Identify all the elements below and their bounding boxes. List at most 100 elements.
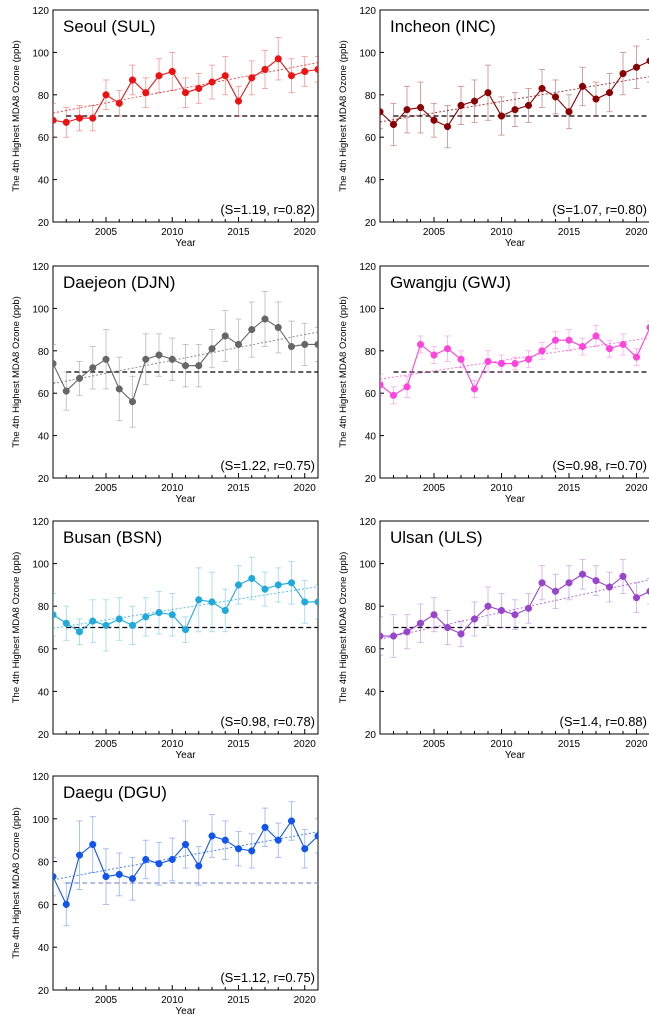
data-point [274, 55, 282, 63]
data-point [497, 112, 506, 120]
stats-annotation: (S=1.12, r=0.75) [220, 970, 315, 985]
data-point [314, 340, 318, 348]
y-tick-label: 100 [32, 560, 49, 571]
x-tick-label: 2015 [558, 483, 581, 494]
data-point [416, 619, 425, 627]
trend-line [380, 337, 649, 380]
data-point [53, 611, 57, 619]
y-axis-label: The 4th Highest MDA8 Ozone (ppb) [338, 40, 349, 192]
data-point [248, 326, 256, 334]
data-point [314, 832, 318, 840]
data-point [128, 621, 137, 629]
data-point [403, 106, 411, 114]
data-point [274, 581, 282, 589]
data-point [142, 613, 150, 621]
data-point [551, 93, 560, 101]
x-tick-label: 2020 [625, 739, 648, 750]
y-tick-label: 60 [38, 900, 50, 911]
y-tick-label: 60 [365, 389, 377, 400]
stats-annotation: (S=1.07, r=0.80) [552, 202, 647, 217]
data-point [208, 598, 216, 606]
x-tick-label: 2010 [161, 739, 184, 750]
data-point [261, 65, 269, 73]
y-tick-label: 20 [365, 218, 377, 229]
data-point [287, 817, 296, 825]
data-point [221, 606, 229, 615]
x-tick-label: 2010 [490, 227, 513, 238]
x-tick-label: 2010 [161, 995, 184, 1006]
y-tick-label: 100 [32, 815, 49, 826]
plot-area [53, 37, 318, 138]
data-point [248, 74, 256, 82]
x-tick-label: 2010 [161, 483, 184, 494]
x-tick-label: 2020 [625, 483, 648, 494]
data-point [314, 65, 318, 73]
data-point [115, 870, 123, 878]
data-point [115, 615, 123, 623]
error-bar [315, 56, 318, 83]
x-tick-label: 2010 [490, 739, 513, 750]
data-point [592, 95, 600, 103]
data-point [511, 106, 519, 114]
y-tick-label: 80 [38, 91, 50, 102]
data-point [578, 570, 587, 578]
data-point [115, 385, 123, 393]
data-point [128, 76, 137, 84]
data-point [248, 574, 256, 583]
data-point [551, 587, 560, 595]
data-point [221, 72, 229, 80]
data-point [632, 353, 641, 361]
data-point [301, 598, 309, 606]
panel-title: Daegu (DGU) [63, 783, 167, 802]
plot-area [53, 291, 318, 428]
data-point [155, 860, 163, 868]
data-point [457, 630, 465, 638]
panel-1: 20 40 60 80 100 120 2005 2010 2015 2020 Year The 4t… [11, 6, 319, 249]
data-point [168, 611, 176, 619]
data-point [287, 72, 296, 80]
x-axis-label: Year [175, 1006, 196, 1017]
y-tick-label: 120 [32, 6, 49, 17]
y-tick-label: 80 [38, 602, 50, 613]
data-point [208, 78, 216, 86]
y-tick-label: 80 [365, 91, 377, 102]
data-point [102, 355, 110, 363]
data-point [287, 579, 296, 587]
data-point [403, 628, 411, 636]
data-point [524, 101, 533, 109]
stats-annotation: (S=0.98, r=0.78) [220, 714, 315, 729]
data-point [551, 336, 560, 344]
plot-area [380, 320, 649, 405]
data-point [301, 67, 309, 76]
data-point [605, 89, 614, 97]
data-point [538, 347, 546, 355]
data-point [380, 632, 384, 640]
data-point [208, 832, 216, 840]
panel-title: Seoul (SUL) [63, 17, 156, 36]
data-point [62, 619, 70, 627]
data-point [632, 63, 641, 71]
x-tick-label: 2015 [227, 227, 250, 238]
data-point [155, 351, 163, 359]
x-tick-label: 2005 [95, 227, 118, 238]
y-axis-label: The 4th Highest MDA8 Ozone (ppb) [338, 552, 349, 704]
data-point [261, 585, 269, 593]
data-point [62, 118, 70, 126]
data-point [155, 72, 163, 80]
data-point [619, 340, 627, 348]
data-point [234, 340, 243, 348]
y-tick-label: 20 [38, 474, 50, 485]
data-point [234, 97, 243, 105]
data-point [234, 845, 243, 853]
data-point [287, 343, 296, 351]
x-tick-label: 2020 [294, 227, 317, 238]
data-point [511, 359, 519, 368]
data-point [646, 587, 649, 595]
data-point [484, 89, 492, 97]
data-point [646, 57, 649, 65]
data-point [155, 609, 163, 617]
x-tick-label: 2010 [490, 483, 513, 494]
y-tick-label: 80 [38, 347, 50, 358]
data-point [430, 611, 438, 619]
